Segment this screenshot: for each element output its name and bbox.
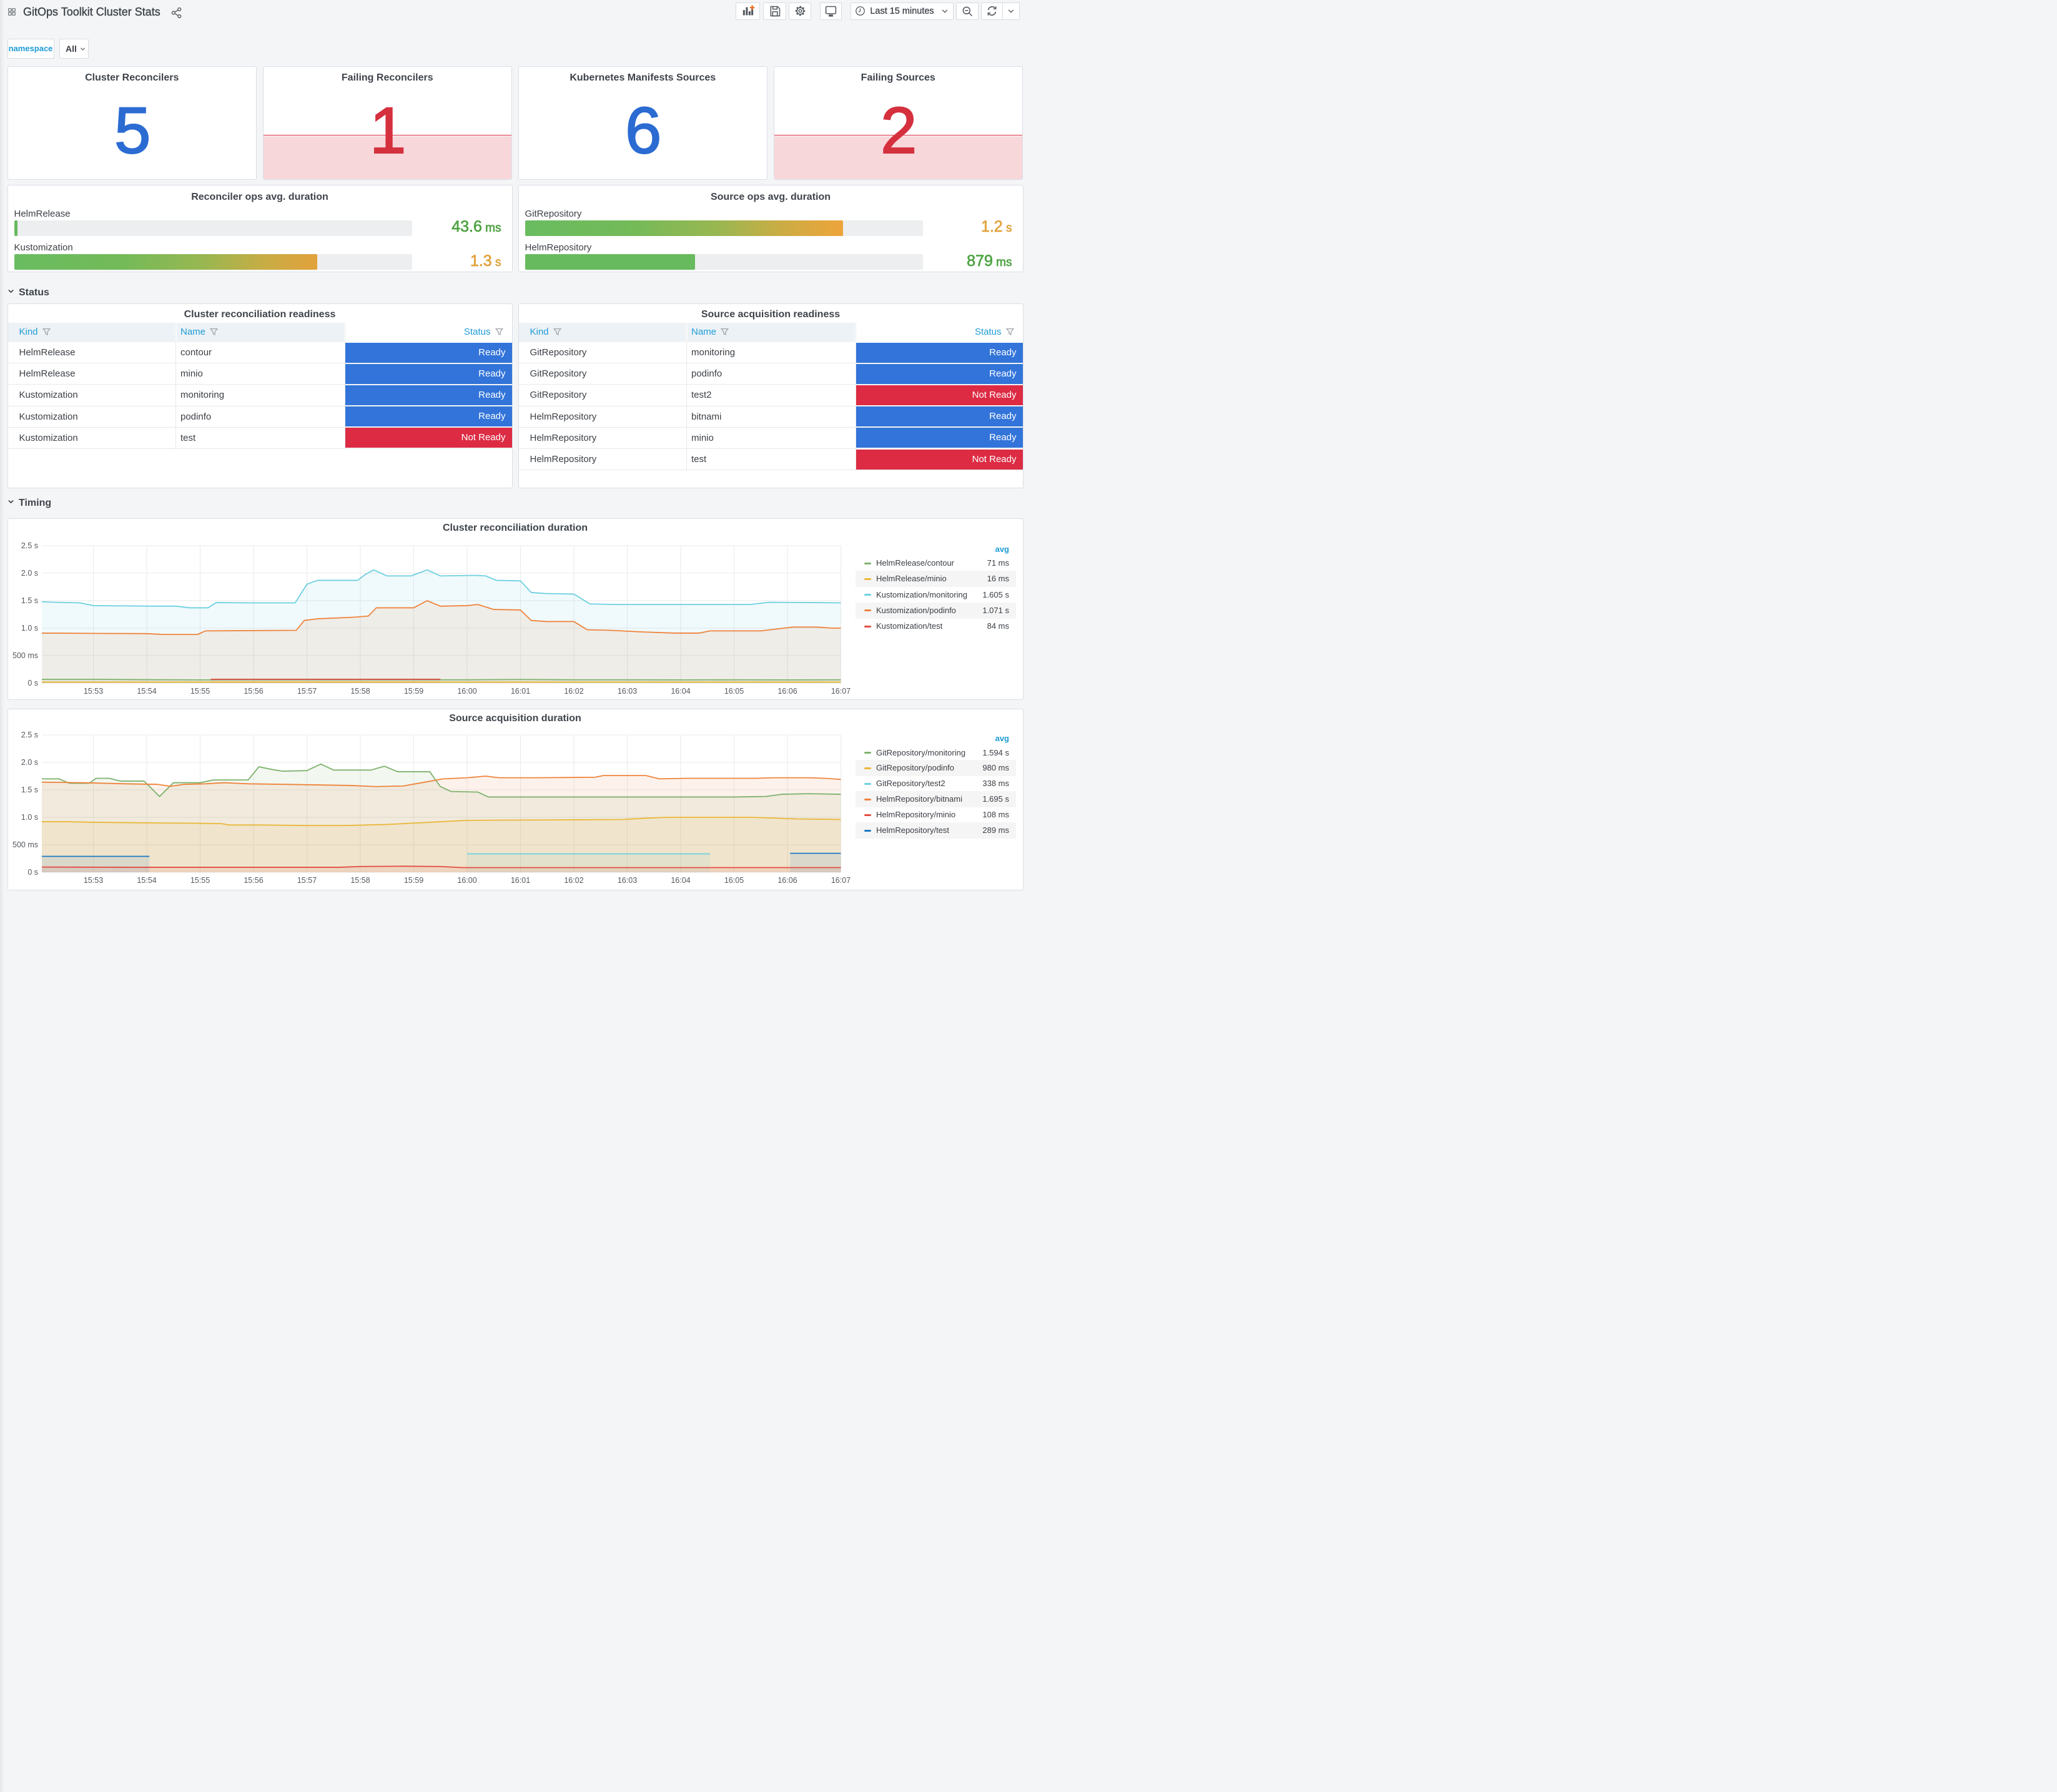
svg-text:16:05: 16:05	[724, 687, 743, 696]
svg-text:16:05: 16:05	[724, 876, 743, 885]
svg-text:16:01: 16:01	[510, 687, 530, 696]
svg-text:16:02: 16:02	[564, 687, 583, 696]
svg-text:1.5 s: 1.5 s	[21, 785, 37, 794]
svg-text:16:06: 16:06	[777, 876, 797, 885]
svg-text:500 ms: 500 ms	[12, 651, 38, 660]
svg-text:16:07: 16:07	[831, 876, 850, 885]
svg-text:2.5 s: 2.5 s	[21, 731, 37, 739]
svg-text:15:54: 15:54	[137, 687, 156, 696]
svg-text:15:56: 15:56	[244, 687, 263, 696]
svg-text:16:06: 16:06	[777, 687, 797, 696]
svg-text:500 ms: 500 ms	[12, 840, 38, 849]
svg-text:15:58: 15:58	[350, 876, 370, 885]
svg-text:16:03: 16:03	[617, 687, 636, 696]
svg-text:1.0 s: 1.0 s	[21, 624, 37, 633]
svg-text:0 s: 0 s	[27, 868, 38, 877]
svg-text:16:02: 16:02	[564, 876, 583, 885]
svg-text:15:53: 15:53	[83, 876, 102, 885]
svg-text:15:57: 15:57	[297, 876, 316, 885]
svg-text:1.0 s: 1.0 s	[21, 813, 37, 822]
svg-text:16:04: 16:04	[671, 687, 690, 696]
svg-text:15:58: 15:58	[350, 687, 370, 696]
svg-text:2.5 s: 2.5 s	[21, 541, 37, 550]
svg-text:1.5 s: 1.5 s	[21, 596, 37, 605]
svg-text:15:57: 15:57	[297, 687, 316, 696]
svg-text:15:59: 15:59	[403, 876, 423, 885]
svg-text:16:00: 16:00	[457, 687, 476, 696]
svg-text:15:56: 15:56	[244, 876, 263, 885]
svg-text:16:04: 16:04	[671, 876, 690, 885]
svg-text:0 s: 0 s	[27, 679, 38, 687]
svg-text:16:01: 16:01	[510, 876, 530, 885]
svg-text:2.0 s: 2.0 s	[21, 758, 37, 767]
svg-text:15:53: 15:53	[83, 687, 102, 696]
svg-text:15:55: 15:55	[190, 687, 209, 696]
svg-text:16:07: 16:07	[831, 687, 850, 696]
svg-text:2.0 s: 2.0 s	[21, 569, 37, 578]
svg-text:16:00: 16:00	[457, 876, 476, 885]
svg-text:16:03: 16:03	[617, 876, 636, 885]
svg-text:15:54: 15:54	[137, 876, 156, 885]
svg-text:15:59: 15:59	[403, 687, 423, 696]
svg-text:15:55: 15:55	[190, 876, 209, 885]
